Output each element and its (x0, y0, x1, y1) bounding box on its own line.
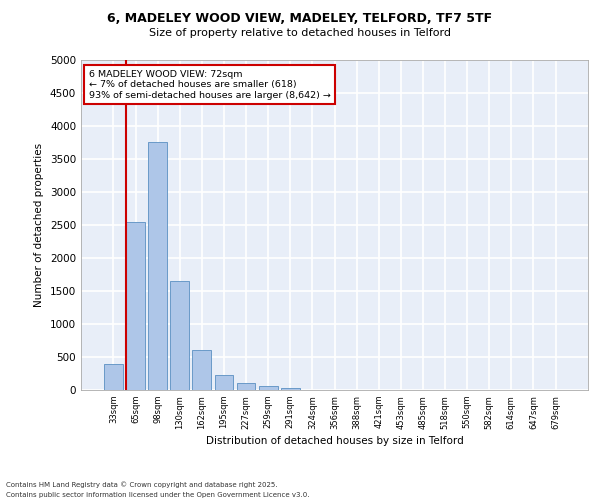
Bar (193, 350, 211, 390)
Bar (104, 364, 123, 390)
Bar (281, 388, 299, 390)
Bar (259, 386, 278, 390)
Y-axis label: Number of detached properties: Number of detached properties (34, 143, 44, 307)
X-axis label: Distribution of detached houses by size in Telford: Distribution of detached houses by size … (206, 436, 463, 446)
Bar (148, 142, 167, 390)
Bar (215, 375, 233, 390)
Text: Contains HM Land Registry data © Crown copyright and database right 2025.: Contains HM Land Registry data © Crown c… (6, 481, 277, 488)
Text: 6, MADELEY WOOD VIEW, MADELEY, TELFORD, TF7 5TF: 6, MADELEY WOOD VIEW, MADELEY, TELFORD, … (107, 12, 493, 26)
Bar (236, 383, 256, 390)
Text: Contains public sector information licensed under the Open Government Licence v3: Contains public sector information licen… (6, 492, 310, 498)
Text: 6 MADELEY WOOD VIEW: 72sqm
← 7% of detached houses are smaller (618)
93% of semi: 6 MADELEY WOOD VIEW: 72sqm ← 7% of detac… (89, 70, 331, 100)
Bar (170, 281, 189, 390)
Text: Size of property relative to detached houses in Telford: Size of property relative to detached ho… (149, 28, 451, 38)
Bar (126, 222, 145, 390)
